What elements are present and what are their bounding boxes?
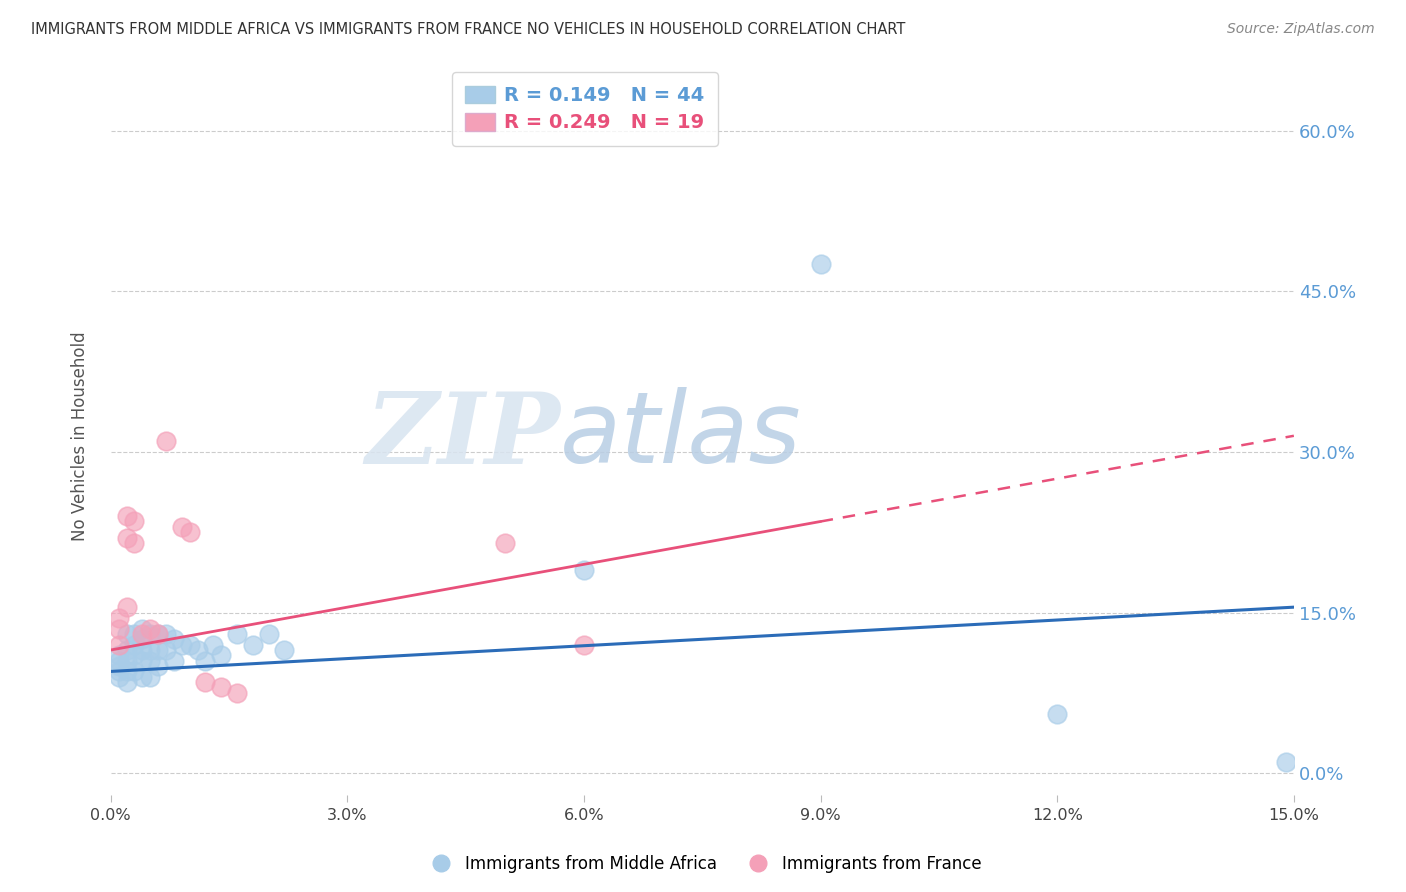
Point <box>115 654 138 668</box>
Point <box>115 509 138 524</box>
Point <box>131 627 153 641</box>
Point <box>139 670 162 684</box>
Point <box>202 638 225 652</box>
Text: ZIP: ZIP <box>366 387 561 484</box>
Point <box>115 643 138 657</box>
Point <box>810 257 832 271</box>
Point <box>155 643 177 657</box>
Point <box>131 670 153 684</box>
Point <box>115 531 138 545</box>
Point <box>146 627 169 641</box>
Point <box>146 627 169 641</box>
Point <box>209 648 232 663</box>
Point <box>242 638 264 652</box>
Point <box>273 643 295 657</box>
Point <box>194 654 217 668</box>
Point <box>179 638 201 652</box>
Point <box>115 665 138 679</box>
Point <box>115 627 138 641</box>
Point <box>107 654 129 668</box>
Point <box>115 600 138 615</box>
Point <box>226 627 249 641</box>
Y-axis label: No Vehicles in Household: No Vehicles in Household <box>72 331 89 541</box>
Point <box>494 536 516 550</box>
Point <box>131 654 153 668</box>
Legend: Immigrants from Middle Africa, Immigrants from France: Immigrants from Middle Africa, Immigrant… <box>418 848 988 880</box>
Point <box>131 643 153 657</box>
Legend: R = 0.149   N = 44, R = 0.249   N = 19: R = 0.149 N = 44, R = 0.249 N = 19 <box>451 72 718 146</box>
Point <box>124 627 146 641</box>
Point <box>572 563 595 577</box>
Point <box>179 525 201 540</box>
Point <box>131 622 153 636</box>
Point <box>124 648 146 663</box>
Point <box>131 632 153 647</box>
Text: IMMIGRANTS FROM MIDDLE AFRICA VS IMMIGRANTS FROM FRANCE NO VEHICLES IN HOUSEHOLD: IMMIGRANTS FROM MIDDLE AFRICA VS IMMIGRA… <box>31 22 905 37</box>
Point <box>124 638 146 652</box>
Point <box>194 675 217 690</box>
Point <box>139 643 162 657</box>
Point <box>155 627 177 641</box>
Point <box>107 622 129 636</box>
Point <box>572 638 595 652</box>
Point <box>1046 707 1069 722</box>
Point <box>209 681 232 695</box>
Point <box>155 434 177 449</box>
Point <box>226 686 249 700</box>
Point <box>170 520 193 534</box>
Text: Source: ZipAtlas.com: Source: ZipAtlas.com <box>1227 22 1375 37</box>
Point <box>107 670 129 684</box>
Point <box>257 627 280 641</box>
Point <box>139 622 162 636</box>
Point <box>163 632 186 647</box>
Point <box>146 659 169 673</box>
Point <box>107 638 129 652</box>
Point <box>146 643 169 657</box>
Point <box>139 654 162 668</box>
Point <box>170 638 193 652</box>
Point <box>124 665 146 679</box>
Point <box>163 654 186 668</box>
Point <box>107 648 129 663</box>
Point <box>186 643 208 657</box>
Point <box>1275 756 1298 770</box>
Point <box>107 659 129 673</box>
Point <box>124 536 146 550</box>
Point <box>124 515 146 529</box>
Point <box>115 675 138 690</box>
Point <box>107 611 129 625</box>
Point <box>107 665 129 679</box>
Point <box>139 627 162 641</box>
Text: atlas: atlas <box>561 387 801 484</box>
